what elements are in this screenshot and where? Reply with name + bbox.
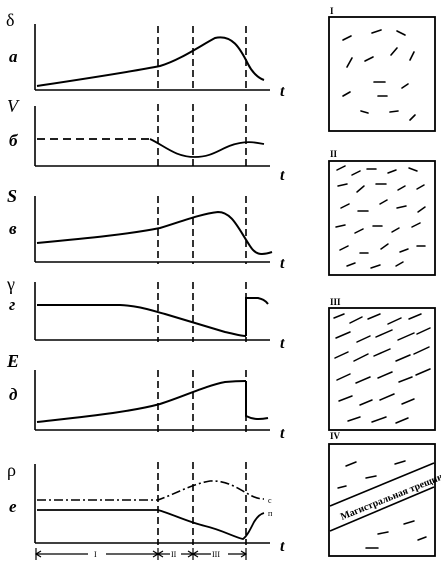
left-labels: δ а t V б t S в t γ г t E д t ρ е t с п … (6, 10, 285, 559)
panel-gamma (34, 282, 270, 342)
stage-label-2: II (171, 550, 177, 559)
symbol-rho: ρ (7, 460, 16, 480)
scheme-box-2 (328, 160, 436, 276)
axis-t-label: t (280, 425, 285, 442)
v-curve (149, 138, 265, 158)
cracks-3 (333, 313, 431, 424)
symbol-gamma: γ (6, 274, 15, 294)
letter-g: г (9, 295, 15, 314)
s-curve (36, 210, 273, 255)
scheme-label-3: III (330, 297, 341, 307)
letter-b: б (9, 131, 19, 150)
gamma-curve-jump (245, 297, 269, 336)
curve-label-upper: с (268, 496, 272, 505)
letter-d: д (9, 385, 18, 404)
scheme-label-1: I (330, 6, 334, 16)
symbol-delta: δ (6, 10, 14, 30)
main-crack (329, 462, 435, 532)
gamma-curve (37, 304, 247, 337)
cracks-2 (335, 165, 426, 269)
stage-bracket (34, 548, 248, 560)
scheme-label-2: II (330, 149, 338, 159)
axis-t-label: t (280, 335, 285, 352)
panel-s (34, 196, 273, 264)
symbol-s: S (7, 186, 17, 206)
axis-t-label: t (280, 538, 285, 555)
axis-t-label: t (280, 255, 285, 272)
panel-e (34, 370, 270, 432)
scheme-box-4 (328, 443, 436, 557)
e-curve-drop (245, 381, 269, 421)
scheme-box-1 (328, 16, 436, 132)
rho-curve-upper (37, 480, 265, 501)
symbol-v: V (7, 96, 20, 116)
scheme-label-4: IV (330, 431, 341, 441)
letter-v: в (9, 219, 17, 238)
axis-t-label: t (280, 83, 285, 100)
right-schemes: I II (328, 6, 441, 557)
scheme-box-3 (328, 307, 436, 431)
panel-rho (34, 462, 270, 560)
curve-label-lower: п (268, 509, 273, 518)
panel-v (34, 104, 270, 168)
letter-a: а (9, 47, 18, 66)
stage-label-3: III (212, 550, 220, 559)
cracks-1 (342, 29, 416, 121)
panel-delta (34, 24, 270, 92)
stage-label-1: I (94, 550, 97, 559)
symbol-e: E (6, 351, 19, 371)
cracks-4 (337, 460, 427, 549)
left-plots (34, 24, 273, 560)
delta-curve (36, 36, 265, 87)
axis-t-label: t (280, 167, 285, 184)
rho-curve-lower (37, 509, 265, 540)
e-curve (36, 380, 247, 423)
letter-e: е (9, 497, 17, 516)
